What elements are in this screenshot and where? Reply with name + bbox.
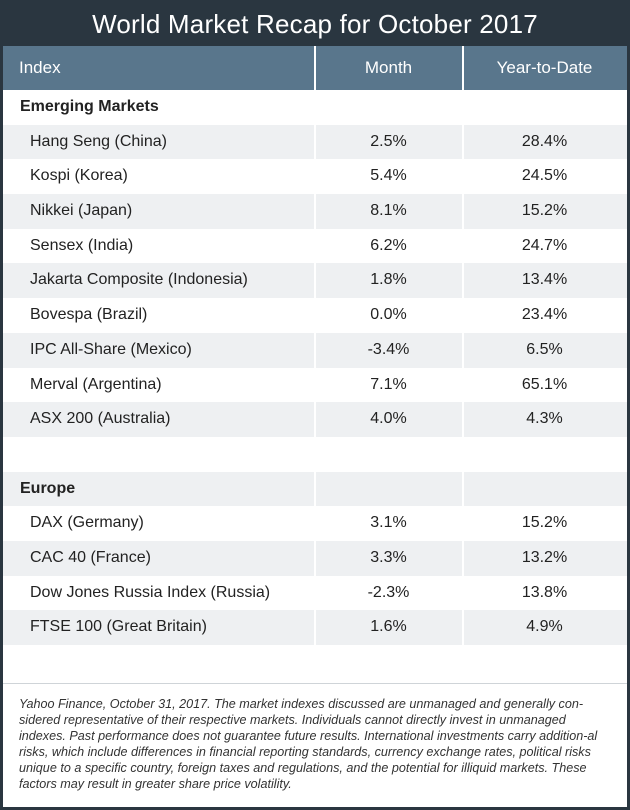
index-name: CAC 40 (France) [30, 548, 151, 566]
ytd-value: 4.3% [526, 410, 563, 428]
month-value: -3.4% [367, 340, 410, 358]
index-name: Merval (Argentina) [30, 375, 162, 393]
column-divider [314, 46, 316, 683]
ytd-value: 13.8% [521, 583, 568, 601]
table-panel: Index Month Year-to-Date Emerging Market… [3, 46, 627, 807]
ytd-value: 4.9% [526, 618, 563, 636]
month-value: 3.3% [370, 548, 407, 566]
table-row: Dow Jones Russia Index (Russia) -2.3% 13.8… [3, 576, 627, 611]
ytd-value: 13.2% [521, 548, 568, 566]
index-name: Hang Seng (China) [30, 132, 167, 150]
index-name: Dow Jones Russia Index (Russia) [30, 583, 271, 601]
index-name: Jakarta Composite (Indonesia) [30, 271, 248, 289]
month-value: 2.5% [370, 132, 407, 150]
index-name: DAX (Germany) [30, 514, 144, 532]
index-name: IPC All-Share (Mexico) [30, 340, 192, 358]
month-value: 7.1% [370, 375, 407, 393]
ytd-value: 13.4% [521, 271, 568, 289]
column-divider [462, 46, 464, 683]
index-name: ASX 200 (Australia) [30, 410, 171, 428]
footnote: Yahoo Finance, October 31, 2017. The mar… [3, 683, 627, 807]
ytd-value: 65.1% [521, 375, 568, 393]
month-value: -2.3% [367, 583, 410, 601]
section-title: Emerging Markets [20, 98, 159, 115]
table-row: Merval (Argentina) 7.1% 65.1% [3, 368, 627, 403]
index-name: Nikkei (Japan) [30, 202, 133, 220]
section-header-row: Emerging Markets [3, 90, 627, 125]
section-title: Europe [20, 479, 76, 497]
header-month: Month [364, 58, 413, 77]
table-row: Kospi (Korea) 5.4% 24.5% [3, 159, 627, 194]
header-index: Index [19, 58, 61, 77]
table-row: Bovespa (Brazil) 0.0% 23.4% [3, 298, 627, 333]
index-name: FTSE 100 (Great Britain) [30, 618, 207, 636]
month-value: 3.1% [370, 514, 407, 532]
month-value: 8.1% [370, 202, 407, 220]
ytd-value: 24.7% [521, 236, 568, 254]
ytd-value: 28.4% [521, 132, 568, 150]
index-name: Sensex (India) [30, 236, 134, 254]
index-name: Bovespa (Brazil) [30, 306, 148, 324]
month-value: 0.0% [370, 306, 407, 324]
month-value: 4.0% [370, 410, 407, 428]
table-row: Sensex (India) 6.2% 24.7% [3, 229, 627, 264]
page-title: World Market Recap for October 2017 [92, 9, 538, 39]
footnote-text: Yahoo Finance, October 31, 2017. The mar… [19, 697, 598, 791]
month-value: 1.8% [370, 271, 407, 289]
ytd-value: 24.5% [521, 167, 568, 185]
ytd-value: 6.5% [526, 340, 563, 358]
ytd-value: 15.2% [521, 514, 568, 532]
table-row: DAX (Germany) 3.1% 15.2% [3, 506, 627, 541]
month-value: 1.6% [370, 618, 407, 636]
index-name: Kospi (Korea) [30, 167, 128, 185]
ytd-value: 15.2% [521, 202, 568, 220]
month-value: 6.2% [370, 236, 407, 254]
month-value: 5.4% [370, 167, 407, 185]
ytd-value: 23.4% [521, 306, 568, 324]
header-ytd: Year-to-Date [496, 58, 593, 77]
